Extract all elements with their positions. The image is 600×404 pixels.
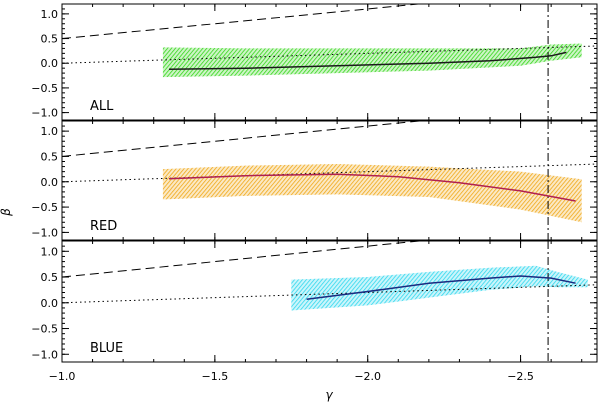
reference-line-dashed-all [62, 4, 424, 40]
y-tick-label-all: 1.0 [41, 8, 59, 21]
y-tick-label-all: 0.5 [41, 33, 59, 46]
y-tick-label-blue: 0.5 [41, 271, 59, 284]
y-axis-label: β [0, 208, 13, 217]
y-tick-label-red: 1.0 [41, 125, 59, 138]
y-tick-label-all: −1.0 [31, 107, 58, 120]
reference-line-dotted-all [62, 45, 597, 64]
x-axis-label: γ [325, 388, 333, 402]
x-tick-label: −1.5 [201, 370, 228, 383]
reference-line-dotted-red [62, 163, 597, 183]
reference-line-dotted-blue [62, 284, 597, 304]
y-tick-label-red: 0.5 [41, 150, 59, 163]
panel-label-red: RED [90, 219, 117, 234]
x-tick-label: −2.0 [354, 370, 381, 383]
band-red [162, 164, 582, 223]
y-tick-label-red: −0.5 [31, 201, 58, 214]
panel-blue: −1.0 −0.5 0.0 0.5 1.0 BLUE [31, 240, 598, 363]
x-tick-label: −2.5 [507, 370, 534, 383]
panel-red: −1.0 −0.5 0.0 0.5 1.0 RED [31, 120, 598, 241]
y-tick-label-blue: 1.0 [41, 245, 59, 258]
y-tick-label-blue: 0.0 [41, 297, 59, 310]
y-tick-label-red: 0.0 [41, 176, 59, 189]
y-tick-label-red: −1.0 [31, 226, 58, 239]
panel-frame-all [61, 3, 598, 121]
band-all [162, 43, 582, 78]
panel-all: −1.0 −0.5 0.0 0.5 1.0 ALL [31, 3, 598, 121]
y-tick-label-all: 0.0 [41, 57, 59, 70]
y-tick-label-blue: −0.5 [31, 323, 58, 336]
curve-blue [306, 275, 576, 300]
panel-label-blue: BLUE [90, 341, 123, 356]
reference-line-dashed-blue [62, 241, 424, 278]
panel-frame-blue [61, 240, 598, 363]
chart-panels: −1.0 −0.5 0.0 0.5 1.0 ALL −1.0 −0.5 0.0 0.5 1.0 RED… [31, 3, 598, 363]
y-tick-label-blue: −1.0 [31, 348, 58, 361]
curve-all [168, 51, 567, 70]
x-axis: −1.0 −1.5 −2.0 −2.5 [49, 370, 534, 383]
panel-label-all: ALL [90, 99, 114, 114]
reference-line-dashed-red [62, 121, 424, 157]
x-tick-label: −1.0 [49, 370, 76, 383]
panel-frame-red [61, 120, 598, 241]
y-tick-label-all: −0.5 [31, 82, 58, 95]
band-blue [291, 265, 588, 311]
curve-red [168, 173, 576, 202]
